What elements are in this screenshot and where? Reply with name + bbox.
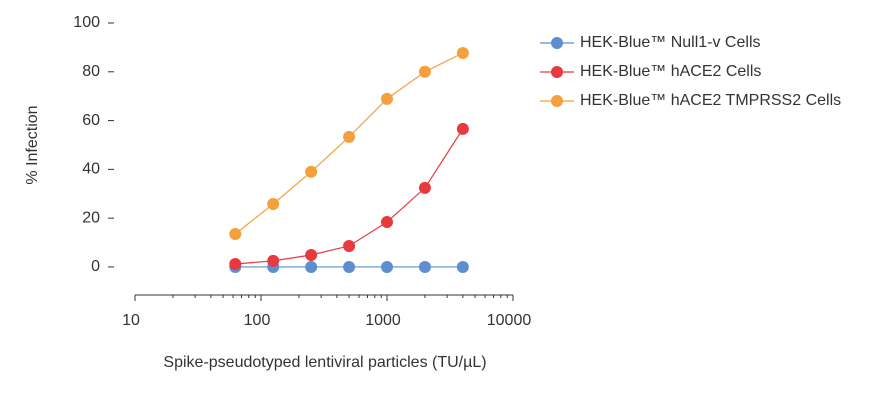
data-point <box>305 248 318 261</box>
y-tick-label: 40 <box>82 161 100 178</box>
legend-marker <box>551 66 563 78</box>
data-point <box>343 260 356 273</box>
data-point <box>381 216 393 229</box>
legend-label: HEK-Blue™ Null1-v Cells <box>580 34 761 51</box>
y-tick-label: 80 <box>82 63 100 80</box>
data-point <box>456 47 469 60</box>
data-point <box>267 198 280 211</box>
legend-label: HEK-Blue™ hACE2 Cells <box>580 63 761 80</box>
data-point <box>456 122 469 135</box>
data-point <box>343 130 356 143</box>
x-tick-label: 10000 <box>487 312 532 329</box>
data-point <box>343 239 356 252</box>
data-point <box>267 254 280 267</box>
data-point <box>418 260 431 273</box>
x-tick-label: 10 <box>122 312 140 329</box>
legend-marker <box>551 95 563 107</box>
data-point <box>456 260 469 273</box>
data-point <box>418 181 431 194</box>
data-point <box>381 92 393 105</box>
legend-label: HEK-Blue™ hACE2 TMPRSS2 Cells <box>580 92 841 109</box>
data-point <box>418 65 431 78</box>
x-tick-label: 1000 <box>365 312 401 329</box>
y-axis-title: % Infection <box>24 105 41 184</box>
y-tick-label: 100 <box>73 14 100 31</box>
data-point <box>305 260 318 273</box>
data-point <box>229 258 242 271</box>
x-axis-title: Spike-pseudotyped lentiviral particles (… <box>163 354 486 371</box>
data-point <box>381 260 393 273</box>
data-point <box>305 165 318 178</box>
y-tick-label: 20 <box>82 209 100 226</box>
y-tick-label: 60 <box>82 112 100 129</box>
y-tick-label: 0 <box>91 258 100 275</box>
x-tick-label: 100 <box>244 312 271 329</box>
data-point <box>229 228 242 241</box>
legend-marker <box>551 37 563 49</box>
